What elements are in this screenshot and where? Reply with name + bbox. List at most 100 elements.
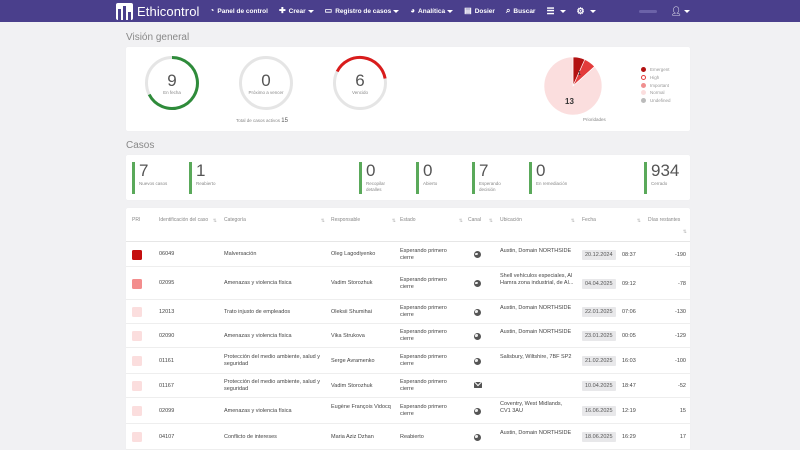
brand[interactable]: Ethicontrol	[0, 0, 200, 22]
col-pri[interactable]: PRI	[132, 217, 141, 223]
legend-item-normal[interactable]: Normal	[641, 89, 671, 97]
case-days-left: -78	[678, 280, 686, 287]
chevron-down-icon	[307, 9, 314, 13]
case-id[interactable]: 01167	[159, 382, 174, 389]
case-id[interactable]: 02095	[159, 280, 175, 286]
priorities-pie-chart[interactable]: 13 1 1	[542, 55, 604, 117]
case-location: Austin, Domain NORTHSIDE	[500, 247, 572, 254]
case-responsible: Eugène François Vidocq	[331, 404, 391, 410]
col-category[interactable]: Categoría ⇅	[224, 215, 325, 226]
nav-analitica[interactable]: ◕ Analítica	[410, 6, 454, 15]
kpi-gather-details[interactable]: 0 Recopilar detalles	[359, 162, 409, 194]
priorities-caption: Prioridades	[583, 117, 606, 122]
kpi-open[interactable]: 0 Abierto	[416, 162, 437, 194]
case-status: Esperando primero cierre	[400, 276, 447, 290]
on-time-gauge[interactable]: 9 En fecha	[144, 55, 200, 111]
col-date[interactable]: Fecha ⇅	[582, 215, 641, 226]
globe-icon	[474, 407, 481, 415]
nav-settings[interactable]: ⚙	[576, 6, 596, 16]
pie-slice-normal	[543, 56, 603, 116]
case-id[interactable]: 12013	[159, 308, 175, 315]
chevron-down-icon	[447, 9, 454, 13]
case-date: 04.04.2025	[582, 278, 616, 289]
table-row[interactable]: 01161 Protección del medio ambiente, salu…	[126, 348, 690, 374]
table-row[interactable]: 01167 Protección del medio ambiente, salu…	[126, 374, 690, 398]
case-category: Amenazas y violencia física	[224, 280, 292, 286]
sort-icon: ⇅	[320, 218, 325, 224]
case-id[interactable]: 02090	[159, 332, 175, 339]
nav-hamburger-menu[interactable]: ☰	[546, 7, 566, 16]
case-id[interactable]: 04107	[159, 433, 175, 440]
legend-item-high[interactable]: High	[641, 74, 671, 82]
table-row[interactable]: 06049 Malversación Oleg Lagodiyenko Esperan…	[126, 242, 690, 267]
case-days-left: 17	[679, 434, 686, 440]
nav-registro-de-casos[interactable]: ▭ Registro de casos	[325, 7, 400, 15]
case-responsible: Maria Aziz Dzhan	[331, 433, 374, 440]
chevron-down-icon	[559, 9, 566, 13]
priority-swatch	[132, 249, 142, 260]
case-location: Austin, Domain NORTHSIDE	[500, 329, 572, 335]
user-icon: 👤︎	[670, 5, 682, 16]
about-to-expire-gauge[interactable]: 0 Próximo a vencer	[238, 55, 294, 111]
case-date: 10.04.2025	[582, 381, 616, 391]
cases-title: Casos	[126, 140, 155, 151]
kpi-closed[interactable]: 934 Cerrado	[644, 162, 679, 194]
table-row[interactable]: 02090 Amenazas y violencia física Vika Str…	[126, 324, 690, 348]
col-days-left[interactable]: Días restantes ⇅	[648, 215, 687, 235]
case-status: Reabierto	[400, 433, 424, 440]
case-time: 08:37	[622, 251, 636, 258]
case-days-left: -190	[674, 251, 686, 258]
blurred-username	[638, 9, 657, 13]
case-time: 18:47	[622, 383, 636, 389]
table-row[interactable]: 02095 Amenazas y violencia física Vadim St…	[126, 267, 690, 300]
priorities-legend: Emergent High Important Normal Undefined	[641, 66, 671, 104]
table-row[interactable]: 12013 Trato injusto de empleados Oleksii S…	[126, 300, 690, 324]
table-row[interactable]: 02099 Amenazas y violencia física Eugène F…	[126, 398, 690, 424]
case-id[interactable]: 01161	[159, 357, 174, 364]
about-to-expire-value: 0	[261, 71, 271, 90]
case-category: Conflicto de intereses	[224, 433, 277, 440]
nav-crear[interactable]: ✚ Crear	[279, 7, 314, 15]
case-date: 22.01.2025	[582, 307, 616, 317]
overview-title: Visión general	[126, 32, 190, 43]
kpi-remediation[interactable]: 0 En remediación	[529, 162, 570, 194]
case-id[interactable]: 06049	[159, 251, 175, 257]
case-time: 07:06	[622, 309, 636, 315]
legend-item-important[interactable]: Important	[641, 81, 671, 89]
kpi-reopened[interactable]: 1 Reabierto	[189, 162, 216, 194]
user-menu[interactable]: 👤︎	[638, 0, 690, 22]
col-responsible[interactable]: Responsable ⇅	[331, 215, 396, 226]
col-case-id[interactable]: Identificación del caso ⇅	[159, 215, 217, 226]
case-time: 00:05	[622, 333, 636, 339]
legend-item-undefined[interactable]: Undefined	[641, 97, 671, 105]
legend-dot	[641, 90, 646, 96]
ethicontrol-logo-icon	[116, 2, 133, 20]
sort-icon: ⇅	[682, 229, 687, 235]
id-card-icon: ▤	[464, 6, 472, 15]
case-category: Malversación	[224, 251, 257, 257]
legend-dot	[641, 67, 646, 73]
chevron-down-icon	[684, 9, 690, 13]
case-days-left: -130	[674, 309, 686, 315]
priority-swatch	[132, 307, 142, 317]
case-category: Amenazas y violencia física	[224, 407, 292, 414]
expired-gauge[interactable]: 6 Vencido	[332, 55, 388, 111]
pie-label-normal: 13	[565, 97, 574, 106]
gear-icon: ⚙	[576, 6, 585, 16]
nav-buscar[interactable]: ⌕ Buscar	[505, 6, 536, 15]
case-responsible: Oleg Lagodiyenko	[331, 251, 376, 257]
kpi-awaiting-decision[interactable]: 7 Esperando decisión	[472, 162, 513, 194]
table-row[interactable]: 04107 Conflicto de intereses Maria Aziz Dz…	[126, 424, 690, 450]
nav-panel-de-control[interactable]: ◔ Panel de control	[209, 6, 268, 15]
email-icon	[474, 382, 482, 388]
case-time: 16:03	[622, 358, 636, 364]
nav-dosier[interactable]: ▤ Dosier	[464, 6, 495, 15]
col-status[interactable]: Estado ⇅	[400, 215, 463, 226]
col-channel[interactable]: Canal ⇅	[468, 215, 493, 226]
kpi-new-cases[interactable]: 7 Nuevos casos	[132, 162, 167, 194]
pie-chart-icon: ◕	[410, 6, 416, 15]
col-location[interactable]: Ubicación ⇅	[500, 215, 575, 226]
legend-item-emergent[interactable]: Emergent	[641, 66, 671, 74]
case-category: Protección del medio ambiente, salud y s…	[224, 379, 320, 392]
case-id[interactable]: 02099	[159, 407, 175, 414]
